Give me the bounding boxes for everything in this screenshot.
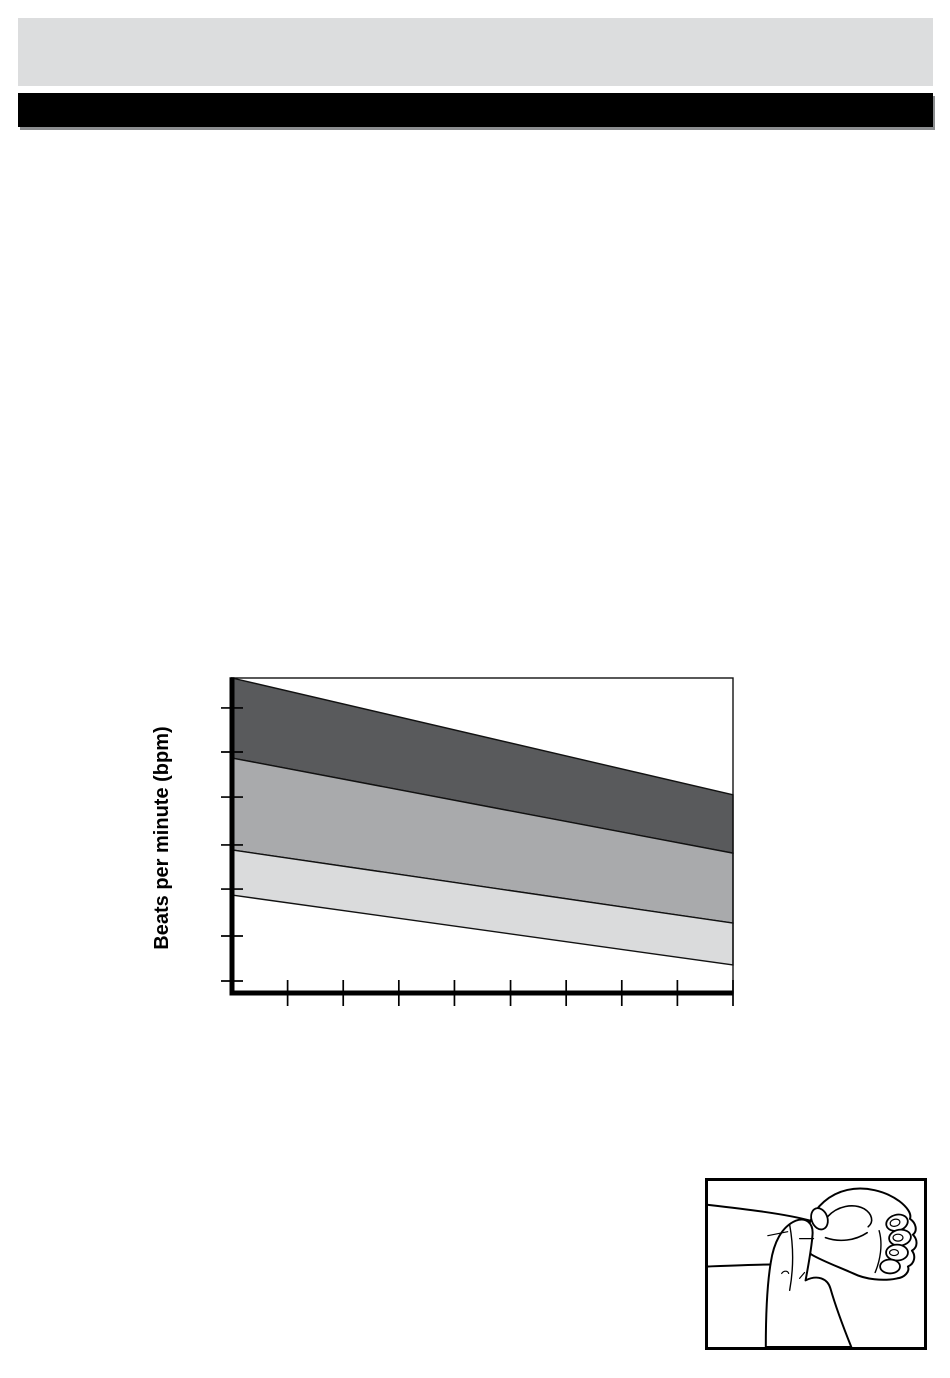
forearm-top-line bbox=[708, 1203, 812, 1222]
wrist-crease-1 bbox=[767, 1231, 789, 1237]
section-title-bar bbox=[18, 93, 933, 127]
heart-rate-zones-chart bbox=[221, 677, 734, 1006]
wrist-mark-2 bbox=[799, 1271, 806, 1280]
pulse-check-illustration bbox=[705, 1178, 927, 1350]
y-axis-label: Beats per minute (bpm) bbox=[151, 726, 173, 950]
curled-finger-4 bbox=[879, 1258, 901, 1275]
finger-separation-line bbox=[788, 1224, 794, 1292]
pressing-fingers bbox=[764, 1218, 853, 1347]
fingernail-1 bbox=[889, 1218, 901, 1227]
forearm-bottom-line bbox=[708, 1263, 772, 1268]
header-banner-bar bbox=[18, 18, 933, 86]
second-fingertip bbox=[810, 1207, 829, 1231]
fingernail-3 bbox=[888, 1248, 900, 1257]
pulse-check-wrist-drawing bbox=[708, 1187, 918, 1347]
thumb-top-line bbox=[826, 1205, 873, 1228]
fingernail-2 bbox=[892, 1233, 904, 1242]
palm-curve bbox=[874, 1230, 882, 1274]
wrist-mark-1 bbox=[781, 1270, 790, 1275]
thumb-bottom-line bbox=[824, 1231, 868, 1242]
